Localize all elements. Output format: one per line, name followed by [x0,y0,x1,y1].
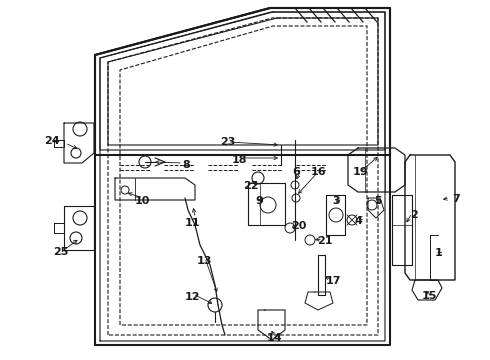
Text: 6: 6 [292,167,300,177]
Text: 19: 19 [353,167,368,177]
Text: 17: 17 [326,276,342,286]
Text: 10: 10 [135,196,150,206]
Text: 2: 2 [410,210,418,220]
Text: 5: 5 [374,196,382,206]
Text: 4: 4 [354,216,362,226]
Text: 15: 15 [422,291,438,301]
Text: 7: 7 [452,194,460,204]
Text: 21: 21 [317,236,333,246]
Text: 1: 1 [435,248,443,258]
Text: 25: 25 [53,247,69,257]
Text: 8: 8 [182,160,190,170]
Text: 24: 24 [44,136,60,146]
Text: 22: 22 [243,181,259,191]
Text: 12: 12 [185,292,200,302]
Text: 18: 18 [232,155,247,165]
Text: 23: 23 [220,137,235,147]
Text: 13: 13 [197,256,212,266]
Text: 9: 9 [255,196,263,206]
Text: 20: 20 [291,221,306,231]
Text: 16: 16 [311,167,327,177]
Text: 3: 3 [332,196,340,206]
Text: 11: 11 [185,218,200,228]
Text: 14: 14 [267,333,283,343]
